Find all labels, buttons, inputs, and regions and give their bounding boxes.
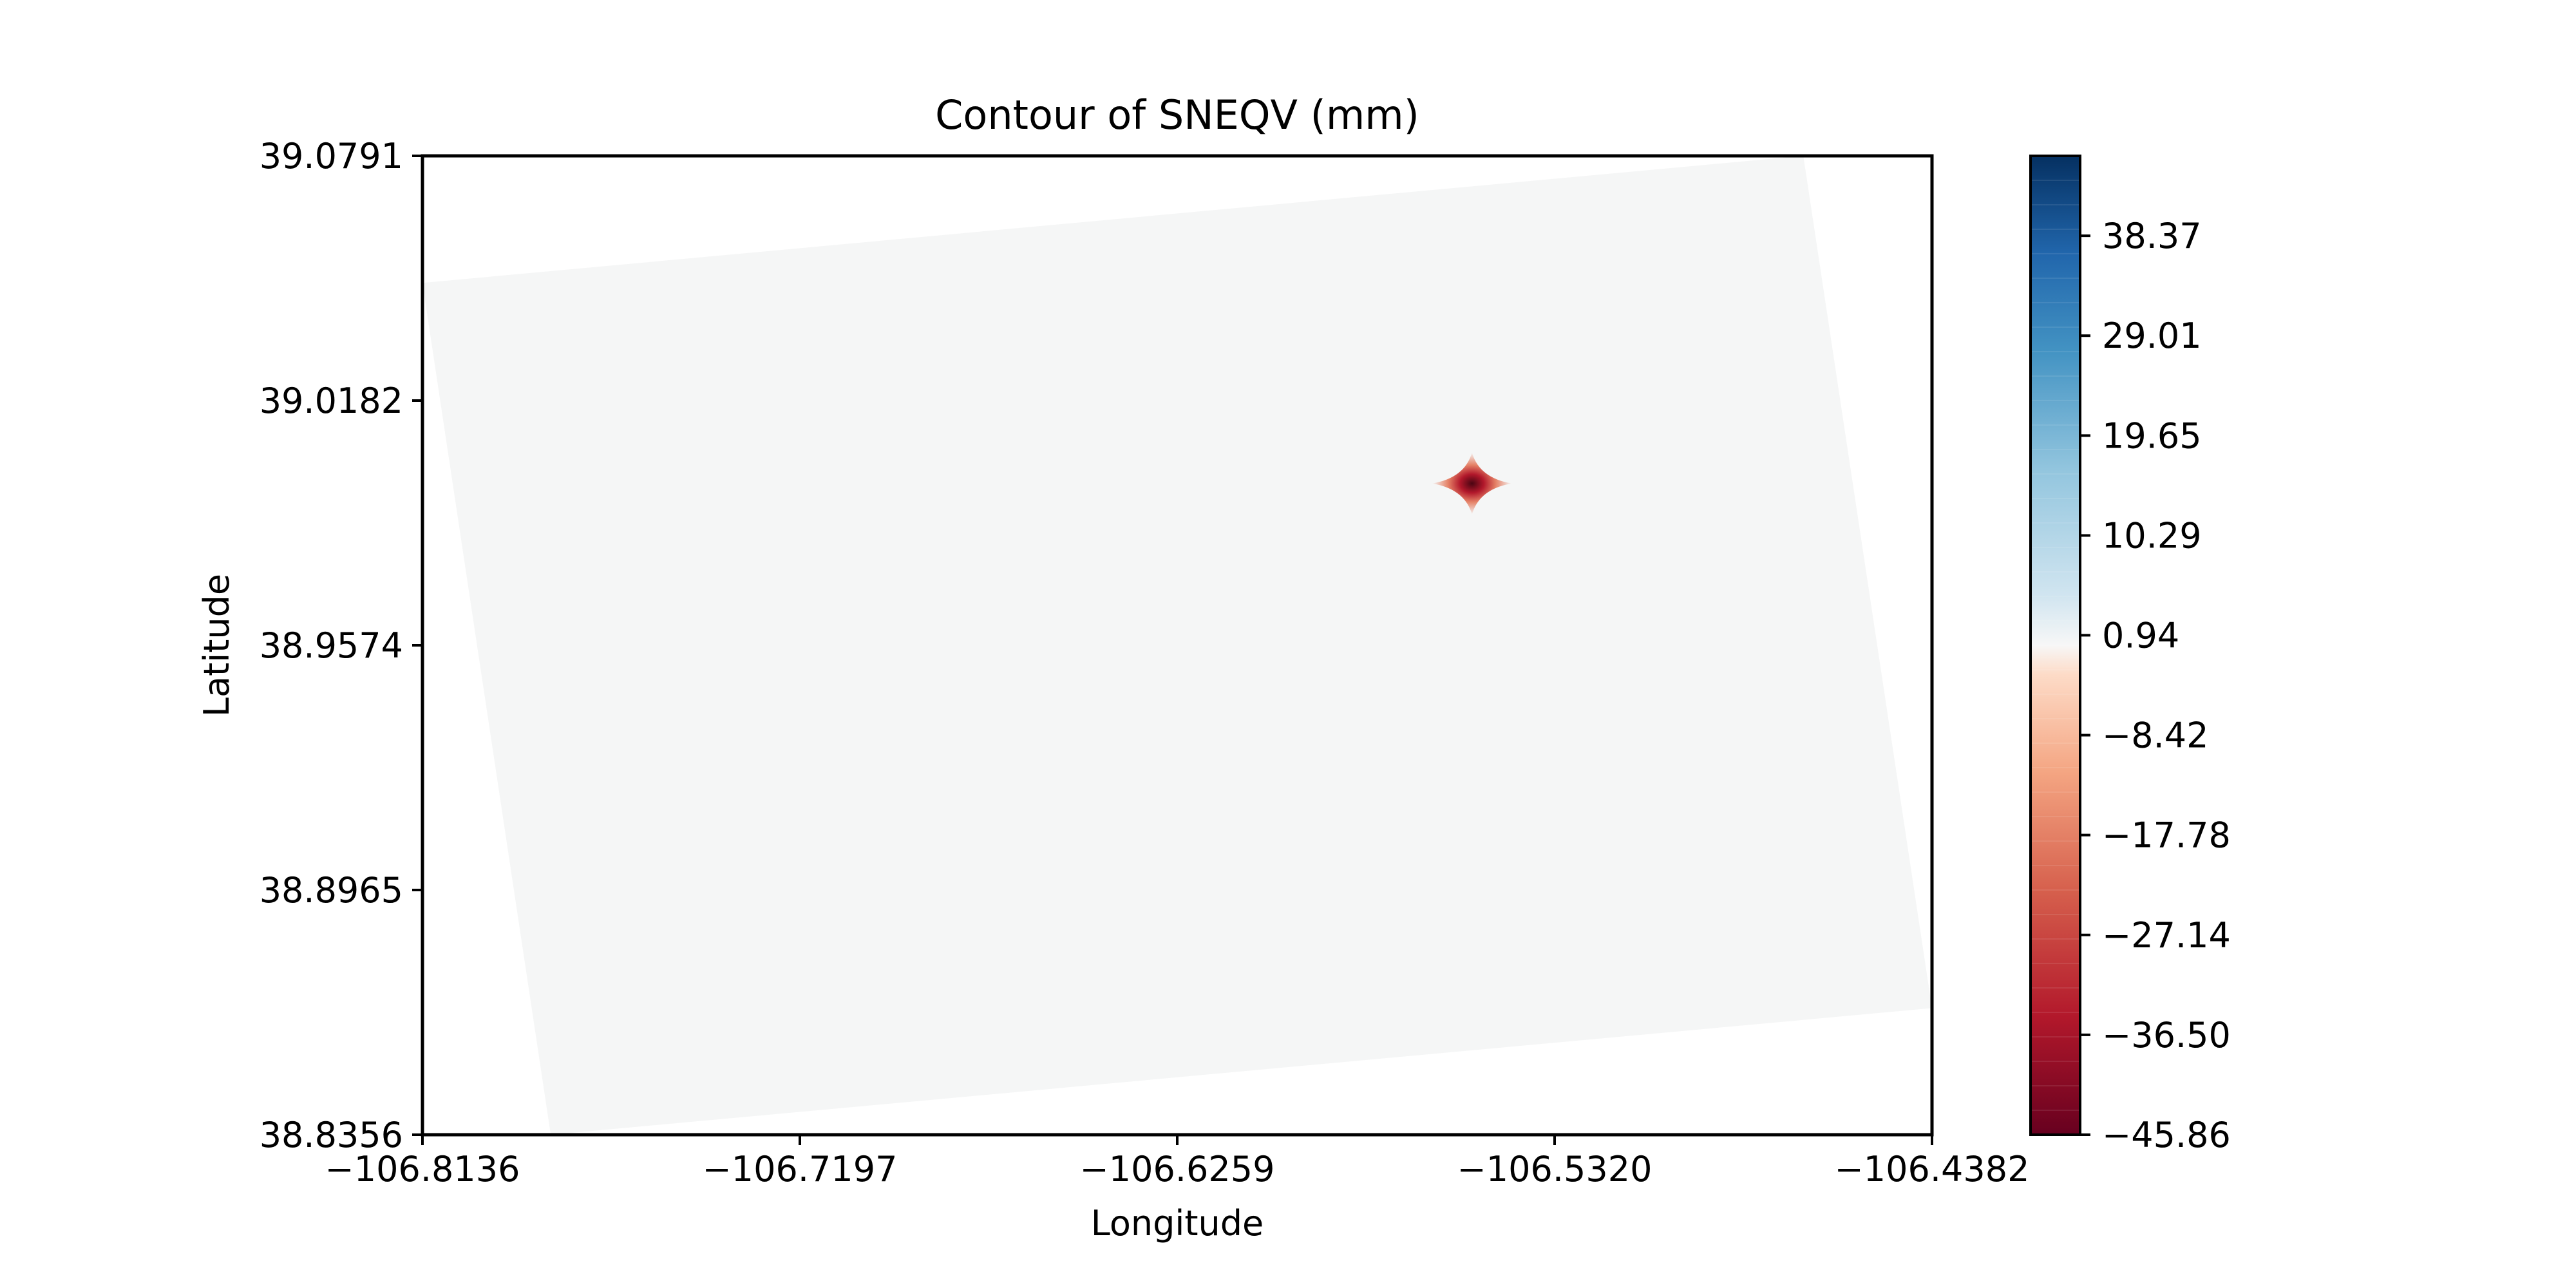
colorbar-tick-label: −27.14 <box>2102 915 2231 956</box>
chart-title: Contour of SNEQV (mm) <box>935 91 1419 138</box>
colorbar-tick-label: −8.42 <box>2102 715 2208 756</box>
anomaly-spot <box>1432 452 1512 515</box>
y-tick-label: 38.8965 <box>260 870 403 911</box>
y-tick-label: 39.0182 <box>260 381 403 421</box>
colorbar-tick-label: −17.78 <box>2102 815 2231 856</box>
domain-field <box>422 156 1932 1135</box>
colorbar-tick-label: −45.86 <box>2102 1115 2231 1155</box>
colorbar: −45.86 −36.50 −27.14 −17.78 −8.42 0.94 10.29 19… <box>2029 155 2231 1155</box>
colorbar-gradient <box>2031 156 2080 1135</box>
x-tick-label: −106.6259 <box>1080 1149 1275 1189</box>
colorbar-tick-label: 10.29 <box>2102 515 2202 556</box>
colorbar-tick-label: 0.94 <box>2102 615 2179 656</box>
colorbar-tick-label: 38.37 <box>2102 216 2202 256</box>
colorbar-frame <box>2029 155 2081 1136</box>
y-tick-label: 38.8356 <box>260 1115 403 1155</box>
x-tick-label: −106.8136 <box>325 1149 520 1189</box>
colorbar-tick-label: −36.50 <box>2102 1015 2231 1056</box>
x-axis-label: Longitude <box>1091 1203 1264 1244</box>
x-tick-label: −106.4382 <box>1835 1149 2030 1189</box>
x-axis: −106.8136 −106.7197 −106.6259 −106.5320 −106… <box>325 1135 2030 1189</box>
y-axis: 38.8356 38.8965 38.9574 39.0182 39.0791 <box>260 136 422 1155</box>
y-tick-label: 39.0791 <box>260 136 403 176</box>
colorbar-tick-label: 29.01 <box>2102 316 2202 356</box>
y-axis-label: Latitude <box>196 574 237 717</box>
x-tick-label: −106.7197 <box>703 1149 898 1189</box>
plot-area <box>422 156 1932 1135</box>
x-tick-label: −106.5320 <box>1457 1149 1653 1189</box>
y-tick-label: 38.9574 <box>260 625 403 666</box>
colorbar-tick-label: 19.65 <box>2102 415 2202 456</box>
